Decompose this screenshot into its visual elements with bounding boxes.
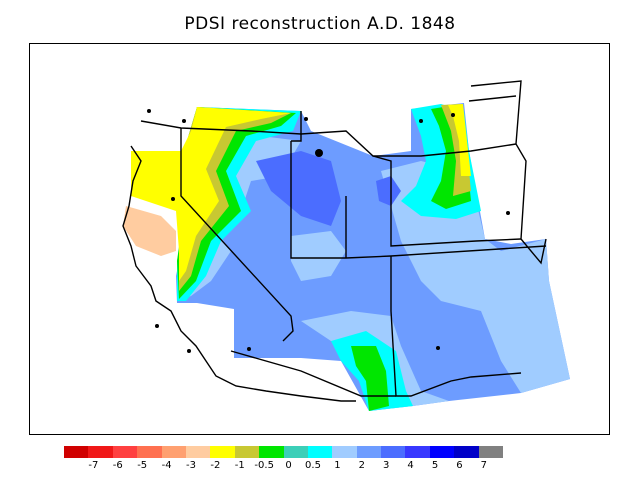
colorbar-tick-label: -5 (137, 460, 148, 471)
border-mexico (230, 350, 396, 397)
colorbar-swatch (283, 446, 308, 458)
pdsi-field-moist-east (381, 161, 570, 393)
coastline (122, 145, 356, 402)
colorbar-swatch (478, 446, 504, 458)
border-dakotas (468, 95, 517, 102)
pdsi-field-yellow-ne (448, 104, 471, 176)
colorbar-swatch (185, 446, 211, 458)
colorbar-swatch (356, 446, 382, 458)
colorbar-tick-label: -0.5 (254, 460, 274, 471)
pdsi-field-very-wet (256, 151, 341, 226)
colorbar-tick-label: 7 (480, 460, 487, 471)
colorbar-swatch (454, 446, 479, 458)
colorbar-swatch (64, 446, 89, 458)
colorbar-swatch (307, 446, 333, 458)
colorbar-tick-label: -4 (161, 460, 172, 471)
lake-marks (147, 109, 510, 353)
pdsi-field-green-s (351, 346, 389, 411)
border-west-states (180, 128, 294, 342)
colorbar-swatch (405, 446, 430, 458)
map-title: PDSI reconstruction A.D. 1848 (184, 14, 456, 34)
colorbar-labels: -7 -6 -5 -4 -3 -2 -1 -0.5 0 0.5 1 2 3 4 5 6 7 (0, 460, 640, 474)
colorbar-swatch (137, 446, 162, 458)
colorbar-tick-label: 1 (334, 460, 341, 471)
colorbar-tick-label: -3 (186, 460, 196, 471)
colorbar-swatch (234, 446, 260, 458)
map-frame (29, 43, 610, 435)
border-us-canada (140, 120, 517, 157)
colorbar-tick-label: 6 (456, 460, 463, 471)
colorbar-swatch (112, 446, 138, 458)
colorbar (64, 446, 504, 458)
colorbar-swatch (210, 446, 235, 458)
colorbar-swatch (381, 446, 406, 458)
colorbar-tick-label: 0.5 (305, 460, 321, 471)
border-idaho (291, 111, 302, 142)
colorbar-tick-label: 0 (285, 460, 292, 471)
colorbar-tick-label: 3 (383, 460, 390, 471)
border-wyoming (372, 155, 522, 247)
colorbar-tick-label: 4 (407, 460, 414, 471)
colorbar-swatch (259, 446, 284, 458)
colorbar-tick-label: -1 (234, 460, 245, 471)
colorbar-tick-label: -2 (210, 460, 221, 471)
colorbar-tick-label: 5 (431, 460, 439, 471)
colorbar-tick-label: -6 (112, 460, 123, 471)
pdsi-map (122, 80, 570, 411)
colorbar-swatch (429, 446, 455, 458)
pdsi-field-dry-w (123, 206, 176, 256)
border-ne (470, 80, 547, 265)
colorbar-swatch (88, 446, 113, 458)
pdsi-field-very-wet-2 (376, 176, 401, 206)
colorbar-swatch (332, 446, 357, 458)
boundaries (122, 80, 547, 402)
colorbar-swatch (161, 446, 186, 458)
colorbar-tick-label: 2 (358, 460, 365, 471)
border-nm (390, 256, 522, 397)
pdsi-field-yellow-w (131, 107, 291, 281)
colorbar-tick-label: -7 (88, 460, 99, 471)
pdsi-field-moist-center (291, 231, 346, 281)
